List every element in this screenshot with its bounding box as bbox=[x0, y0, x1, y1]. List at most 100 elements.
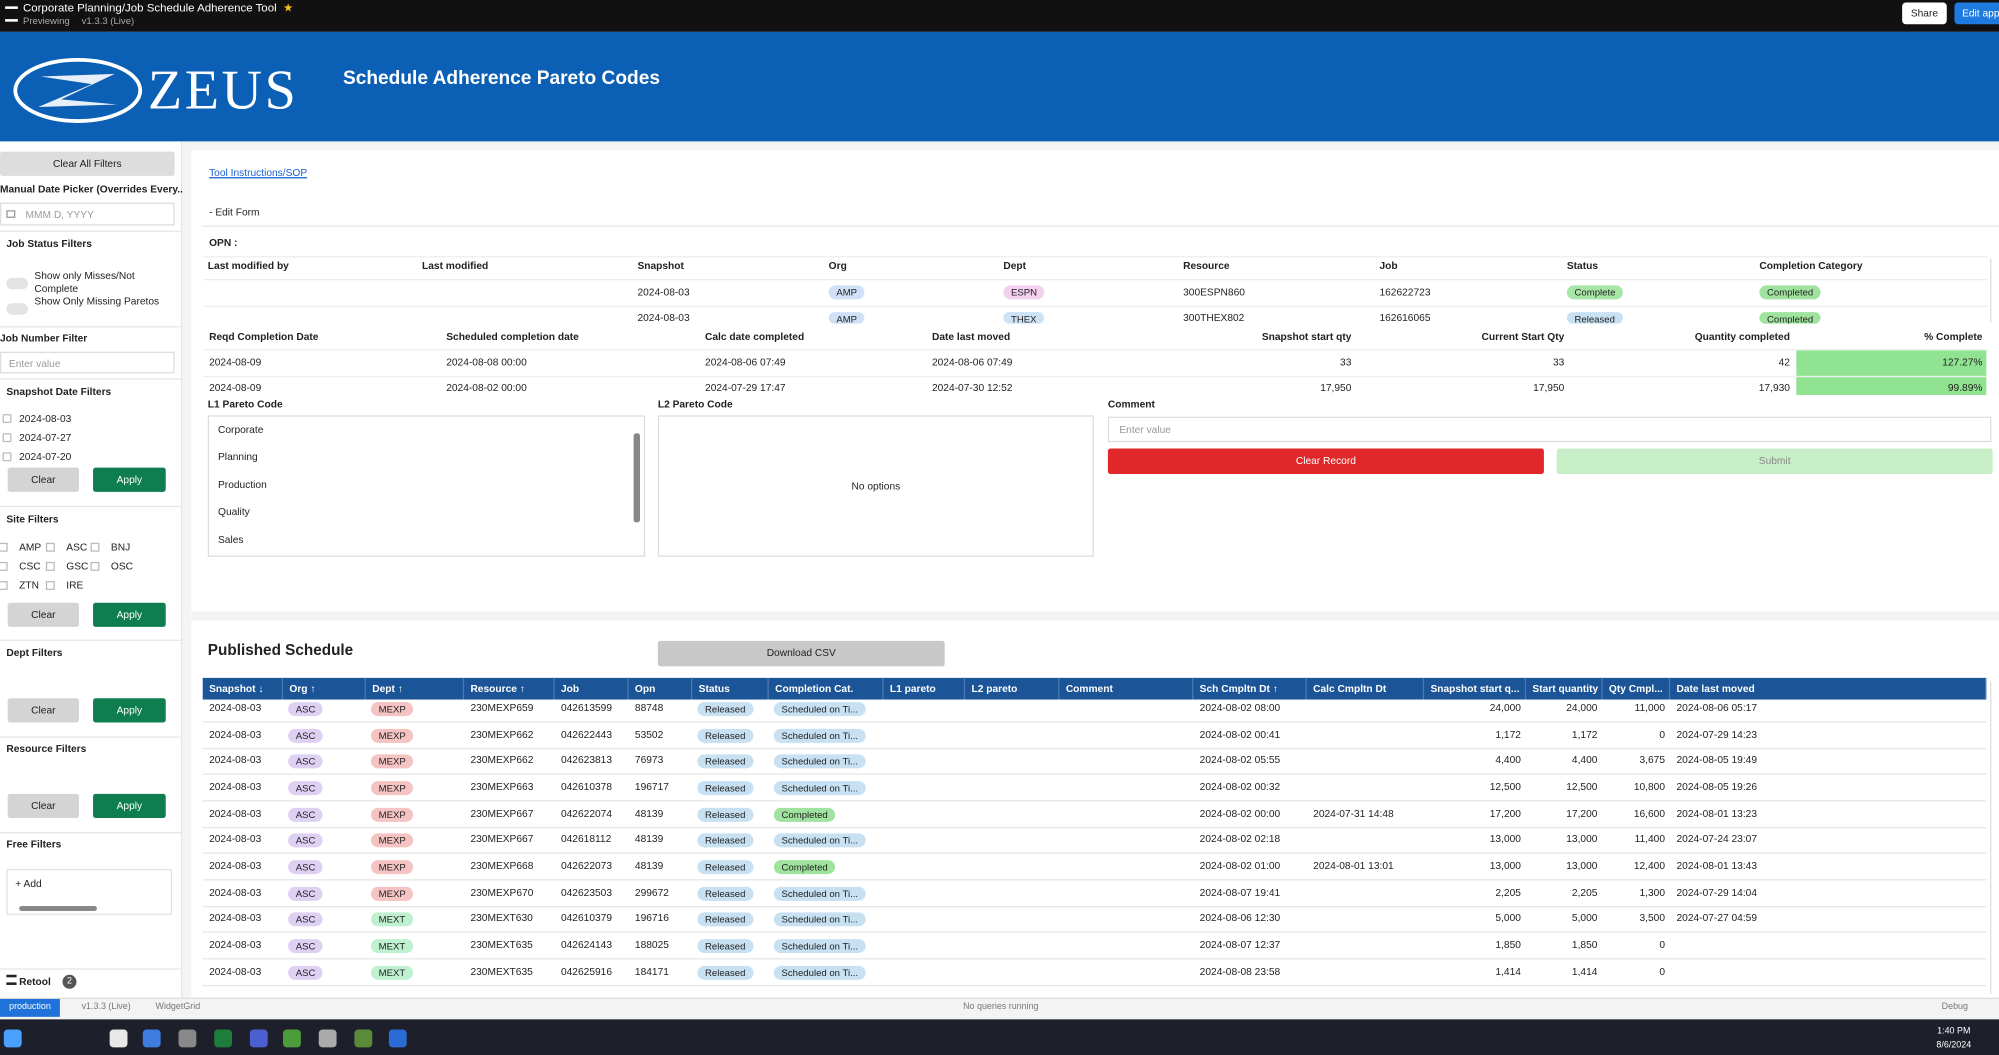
checkbox[interactable] bbox=[90, 542, 100, 552]
taskbar-icon[interactable] bbox=[283, 1029, 301, 1048]
add-filter-button[interactable]: + Add bbox=[15, 877, 42, 890]
apply-button[interactable]: Apply bbox=[93, 467, 166, 492]
status-tag: MEXP bbox=[370, 807, 414, 822]
toggle-switch[interactable] bbox=[6, 277, 29, 290]
checkbox[interactable] bbox=[0, 561, 8, 571]
column-header[interactable]: L1 pareto bbox=[884, 677, 966, 700]
table-header: Org bbox=[828, 259, 847, 272]
checkbox[interactable] bbox=[2, 433, 12, 443]
clear-button[interactable]: Clear bbox=[7, 602, 80, 627]
clear-all-button[interactable]: Clear All Filters bbox=[0, 151, 175, 176]
l1-option[interactable]: Quality bbox=[218, 506, 250, 518]
clear-button[interactable]: Clear bbox=[7, 467, 80, 492]
submit-button[interactable]: Submit bbox=[1556, 448, 1993, 475]
share-button[interactable]: Share bbox=[1902, 2, 1947, 25]
column-header[interactable]: Calc Cmpltn Dt bbox=[1307, 677, 1425, 700]
table-cell: 2024-08-01 13:43 bbox=[1676, 859, 1758, 872]
apply-button[interactable]: Apply bbox=[93, 793, 166, 819]
column-header[interactable]: Comment bbox=[1059, 677, 1194, 700]
table-cell: 2024-08-03 bbox=[209, 833, 262, 846]
checkbox[interactable] bbox=[2, 452, 12, 462]
toggle-switch[interactable] bbox=[6, 303, 29, 315]
table-cell: 2024-08-03 bbox=[209, 859, 262, 872]
column-header[interactable]: Dept ↑ bbox=[366, 677, 465, 700]
apply-button[interactable]: Apply bbox=[93, 602, 166, 627]
taskbar-date: 8/6/2024 bbox=[1936, 1041, 1972, 1050]
table-header: Scheduled completion date bbox=[446, 331, 579, 343]
table-cell: 230MEXP663 bbox=[470, 781, 534, 793]
table-cell: 2024-08-02 08:00 bbox=[1199, 702, 1281, 714]
table-cell: 230MEXP667 bbox=[470, 807, 534, 819]
taskbar-icon[interactable] bbox=[354, 1029, 373, 1048]
checkbox[interactable] bbox=[45, 542, 55, 552]
checkbox[interactable] bbox=[45, 581, 55, 590]
schedule-title: Published Schedule bbox=[207, 640, 354, 659]
table-cell: 2,205 bbox=[1495, 886, 1521, 898]
column-header[interactable]: Org ↑ bbox=[283, 677, 366, 700]
table-cell: 13,000 bbox=[1566, 833, 1598, 846]
table-cell: 2024-07-29 14:04 bbox=[1676, 886, 1758, 898]
status-tag: Completed bbox=[1759, 312, 1821, 324]
table-cell: 2024-07-27 04:59 bbox=[1676, 912, 1758, 925]
status-tag: Released bbox=[697, 781, 754, 796]
table-row[interactable] bbox=[202, 279, 1988, 306]
table-cell: 162616065 bbox=[1379, 312, 1431, 324]
taskbar-icon[interactable] bbox=[3, 1029, 22, 1048]
checkbox[interactable] bbox=[0, 581, 8, 590]
taskbar-icon[interactable] bbox=[388, 1029, 407, 1048]
calendar-icon bbox=[6, 210, 16, 218]
status-tag: ASC bbox=[288, 833, 324, 848]
column-header[interactable]: Sch Cmpltn Dt ↑ bbox=[1193, 677, 1307, 700]
download-csv-button[interactable]: Download CSV bbox=[657, 640, 945, 667]
clear-record-button[interactable]: Clear Record bbox=[1107, 448, 1544, 475]
edit-app-button[interactable]: Edit app bbox=[1954, 2, 1999, 25]
comment-input[interactable]: Enter value bbox=[1107, 416, 1992, 443]
taskbar-icon[interactable] bbox=[142, 1029, 161, 1048]
column-header[interactable]: Completion Cat. bbox=[769, 677, 884, 700]
sop-link[interactable]: Tool Instructions/SOP bbox=[209, 166, 308, 179]
table-cell: 48139 bbox=[634, 833, 664, 846]
checkbox[interactable] bbox=[2, 414, 12, 424]
taskbar-icon[interactable] bbox=[249, 1029, 268, 1048]
l1-option[interactable]: Planning bbox=[218, 451, 258, 464]
taskbar-icon[interactable] bbox=[318, 1029, 337, 1048]
debug-button[interactable]: Debug bbox=[1941, 1002, 1968, 1012]
column-header[interactable]: Qty Cmpl... bbox=[1603, 677, 1671, 700]
column-header[interactable]: Status bbox=[692, 677, 769, 700]
taskbar-icon[interactable] bbox=[178, 1029, 197, 1048]
taskbar-icon[interactable] bbox=[109, 1029, 128, 1048]
clear-button[interactable]: Clear bbox=[7, 698, 80, 723]
checkbox[interactable] bbox=[45, 561, 55, 571]
table-header: Status bbox=[1566, 259, 1599, 272]
table-row[interactable] bbox=[202, 305, 1988, 324]
table-cell: 10,800 bbox=[1633, 781, 1666, 793]
table-cell: 2024-08-07 12:37 bbox=[1199, 938, 1281, 951]
l1-option[interactable]: Production bbox=[218, 478, 267, 491]
column-header[interactable]: L2 pareto bbox=[965, 677, 1060, 700]
column-header[interactable]: Opn bbox=[629, 677, 693, 700]
table-cell: 2024-07-30 12:52 bbox=[931, 382, 1013, 394]
checkbox[interactable] bbox=[0, 542, 8, 552]
table-cell: 2024-08-06 05:17 bbox=[1676, 702, 1758, 714]
checkbox[interactable] bbox=[90, 561, 100, 571]
environment-pill[interactable]: production bbox=[0, 998, 60, 1017]
column-header[interactable]: Resource ↑ bbox=[464, 677, 555, 700]
apply-button[interactable]: Apply bbox=[93, 698, 166, 723]
job-number-input[interactable]: Enter value bbox=[0, 351, 175, 374]
table-cell: 2024-08-05 19:26 bbox=[1676, 781, 1758, 793]
column-header[interactable]: Snapshot start q... bbox=[1424, 677, 1527, 700]
status-tag: Scheduled on Ti... bbox=[773, 833, 866, 848]
free-filter-box bbox=[6, 869, 173, 915]
date-input[interactable]: MMM D, YYYY bbox=[0, 202, 175, 226]
logo-text: ZEUS bbox=[147, 58, 299, 122]
clear-button[interactable]: Clear bbox=[7, 793, 80, 819]
column-header[interactable]: Date last moved bbox=[1670, 677, 1987, 700]
column-header[interactable]: Snapshot ↓ bbox=[203, 677, 284, 700]
l1-option[interactable]: Sales bbox=[218, 533, 244, 545]
edit-form-toggle[interactable]: - Edit Form bbox=[209, 206, 260, 218]
column-header[interactable]: Start quantity bbox=[1526, 677, 1603, 700]
l1-option[interactable]: Corporate bbox=[218, 424, 264, 436]
taskbar-icon[interactable] bbox=[214, 1029, 233, 1048]
column-header[interactable]: Job bbox=[555, 677, 629, 700]
status-tag: ASC bbox=[288, 781, 324, 796]
